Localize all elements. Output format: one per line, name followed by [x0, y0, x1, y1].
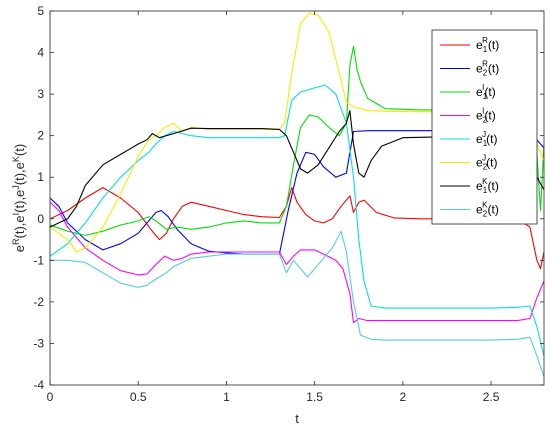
- y-tick-label: 2: [37, 129, 44, 143]
- legend-label: e1I(t): [476, 83, 496, 101]
- y-tick-label: 3: [37, 87, 44, 101]
- x-tick-label: 2: [400, 390, 407, 404]
- series-line-e2K(t): [50, 230, 544, 377]
- x-tick-label: 2.5: [483, 390, 500, 404]
- legend-label: e1J(t): [476, 130, 497, 148]
- legend-label: e1R(t): [476, 36, 499, 54]
- y-tick-label: 5: [37, 4, 44, 18]
- legend-label: e2J(t): [476, 154, 497, 172]
- series-line-e2I(t): [50, 201, 544, 324]
- series-line-e1K(t): [50, 110, 544, 228]
- x-tick-label: 1: [223, 390, 230, 404]
- y-tick-label: 0: [37, 212, 44, 226]
- y-ticks: -4 -3 -2 -1 0 1 2 3 4 5: [33, 4, 544, 392]
- y-tick-label: 4: [37, 46, 44, 60]
- y-tick-label: -2: [33, 295, 44, 309]
- legend-label: e1K(t): [476, 177, 499, 195]
- legend-label: e2R(t): [476, 60, 499, 78]
- y-tick-label: 1: [37, 170, 44, 184]
- x-ticks: 0 0.5 1 1.5 2 2.5: [47, 11, 500, 404]
- y-axis-label: eR(t),eI(t),eJ(t),eK(t): [11, 144, 27, 252]
- y-tick-label: -1: [33, 253, 44, 267]
- series-lines: [50, 12, 544, 377]
- legend-label: e2I(t): [476, 107, 496, 125]
- y-tick-label: -3: [33, 336, 44, 350]
- axes-box: [49, 10, 545, 386]
- y-axis-label-text: eR(t),eI(t),eJ(t),eK(t): [11, 144, 27, 252]
- y-tick-label: -4: [33, 378, 44, 392]
- legend: e1R(t) e2R(t) e1I(t) e2I(t) e1J(t) e2J(t) e1K(…: [431, 29, 538, 225]
- x-axis-label: t: [295, 411, 299, 426]
- legend-box: [431, 29, 538, 225]
- x-tick-label: 1.5: [306, 390, 323, 404]
- x-tick-label: 0: [47, 390, 54, 404]
- series-line-e1J(t): [50, 84, 544, 357]
- x-tick-label: 0.5: [130, 390, 147, 404]
- legend-label: e2K(t): [476, 201, 499, 219]
